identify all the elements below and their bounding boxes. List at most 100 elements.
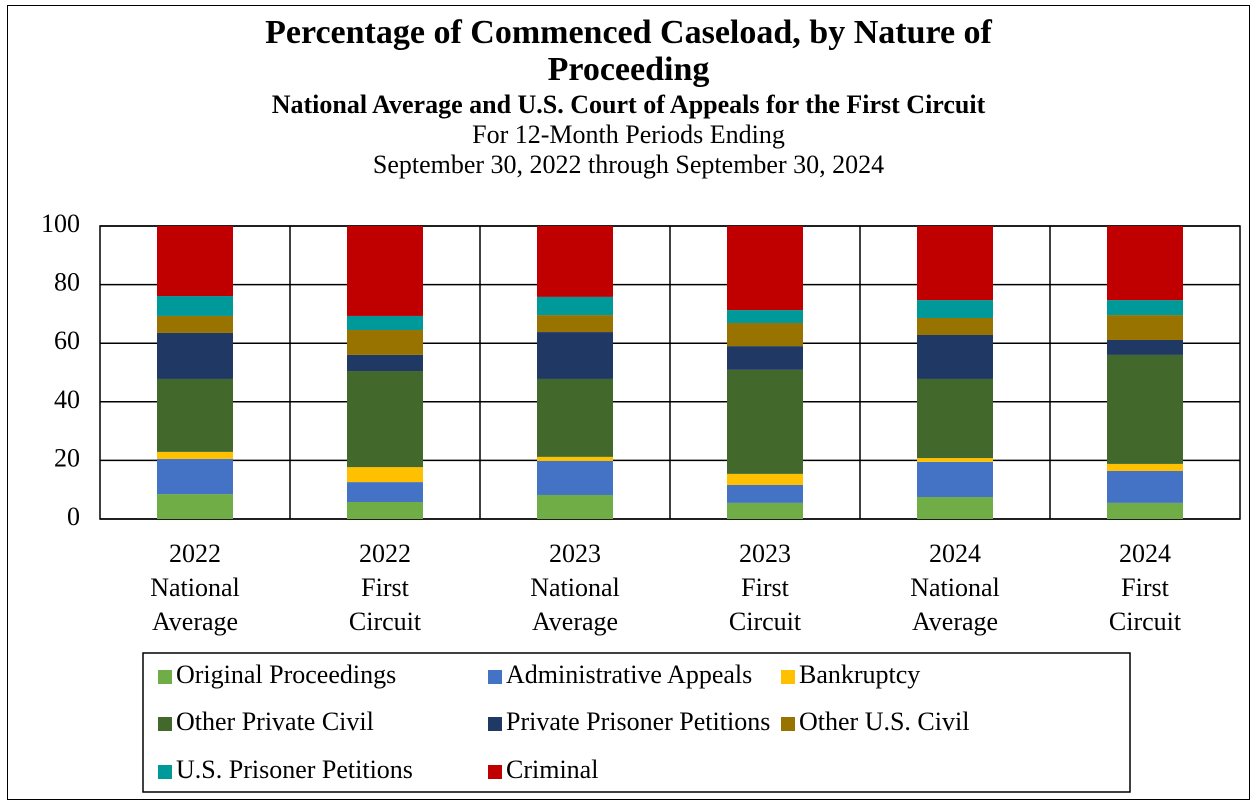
bar-segment xyxy=(727,473,803,486)
legend-label: Other U.S. Civil xyxy=(799,707,969,736)
x-tick-line: 2022 xyxy=(169,539,221,568)
legend-label: Private Prisoner Petitions xyxy=(506,707,770,736)
y-tick-label: 20 xyxy=(54,443,80,472)
legend-swatch xyxy=(781,717,795,731)
bar-segment xyxy=(347,226,423,316)
x-tick-label: 2022 National Average xyxy=(150,539,240,636)
legend-swatch xyxy=(488,670,502,684)
x-tick-line: 2023 xyxy=(549,539,601,568)
bar-segment xyxy=(157,296,233,316)
bar-segment xyxy=(917,300,993,319)
legend-label: Original Proceedings xyxy=(176,660,396,689)
x-tick-line: National xyxy=(530,573,620,602)
chart-title: Percentage of Commenced Caseload, by Nat… xyxy=(265,14,992,88)
bar-segment xyxy=(727,369,803,474)
bar-segment xyxy=(157,458,233,495)
bar-segment xyxy=(347,467,423,483)
bar-segment xyxy=(157,494,233,519)
bar-segment xyxy=(347,502,423,519)
bar-segment xyxy=(727,322,803,347)
bar-segment xyxy=(917,226,993,301)
legend-label: Criminal xyxy=(506,755,598,784)
bar-segment xyxy=(1107,354,1183,464)
bar-segment xyxy=(917,497,993,519)
x-tick-label: 2023 First Circuit xyxy=(729,539,802,636)
legend-swatch xyxy=(158,670,172,684)
bar-segment xyxy=(1107,463,1183,471)
chart-subtitle: National Average and U.S. Court of Appea… xyxy=(271,90,986,119)
bar-segment xyxy=(1107,339,1183,355)
legend-label: Bankruptcy xyxy=(799,660,920,689)
x-tick-line: 2022 xyxy=(359,539,411,568)
bar-segment xyxy=(917,461,993,498)
bar-segment xyxy=(537,494,613,519)
y-tick-label: 0 xyxy=(67,502,80,531)
bar-segment xyxy=(1107,315,1183,340)
legend-swatch xyxy=(158,765,172,779)
bar-segment xyxy=(157,315,233,333)
bar-segment xyxy=(727,346,803,370)
bar-segment xyxy=(157,332,233,379)
y-tick-label: 60 xyxy=(54,326,80,355)
x-tick-line: Circuit xyxy=(349,607,422,636)
bar-segment xyxy=(727,502,803,519)
bar-segment xyxy=(537,296,613,316)
period-line: For 12-Month Periods Ending xyxy=(472,120,785,149)
x-tick-line: First xyxy=(1121,573,1169,602)
x-tick-line: National xyxy=(150,573,240,602)
bar-segment xyxy=(157,226,233,297)
bar-segment xyxy=(917,318,993,335)
x-tick-label: 2023 National Average xyxy=(530,539,620,636)
x-tick-line: Average xyxy=(532,607,618,636)
x-tick-label: 2022 First Circuit xyxy=(349,539,422,636)
bar-segment xyxy=(347,371,423,468)
x-tick-line: Circuit xyxy=(729,607,802,636)
x-tick-line: First xyxy=(361,573,409,602)
y-tick-label: 80 xyxy=(54,268,80,297)
bar-segment xyxy=(157,451,233,459)
x-tick-label: 2024 First Circuit xyxy=(1109,539,1182,636)
x-tick-label: 2024 National Average xyxy=(910,539,1000,636)
bar-segment xyxy=(537,226,613,297)
x-tick-line: First xyxy=(741,573,789,602)
titles: Percentage of Commenced Caseload, by Nat… xyxy=(0,14,1257,180)
period-line: September 30, 2022 through September 30,… xyxy=(372,150,885,179)
bar-segment xyxy=(917,378,993,459)
chart-frame xyxy=(7,5,1250,800)
bar-segment xyxy=(1107,470,1183,503)
bar-segment xyxy=(537,332,613,379)
bar-segment xyxy=(347,330,423,355)
bar-segment xyxy=(727,485,803,503)
bar-segment xyxy=(727,226,803,311)
bar-segment xyxy=(1107,226,1183,301)
bar-segment xyxy=(347,354,423,372)
y-tick-label: 40 xyxy=(54,385,80,414)
x-tick-line: Average xyxy=(152,607,238,636)
bar-segment xyxy=(347,315,423,331)
bar-segment xyxy=(537,456,613,461)
bar-segment xyxy=(917,458,993,462)
y-tick-label: 100 xyxy=(41,209,80,238)
bar-segment xyxy=(537,315,613,333)
bar-segment xyxy=(1107,300,1183,316)
x-tick-line: National xyxy=(910,573,1000,602)
legend-swatch xyxy=(158,717,172,731)
bar-segment xyxy=(347,482,423,503)
x-tick-line: 2023 xyxy=(739,539,791,568)
x-tick-line: Average xyxy=(912,607,998,636)
legend-swatch xyxy=(488,765,502,779)
bar-segment xyxy=(537,460,613,495)
bar-segment xyxy=(1107,502,1183,519)
bar-segment xyxy=(727,310,803,323)
bar-segment xyxy=(917,334,993,379)
x-tick-line: Circuit xyxy=(1109,607,1182,636)
legend-box xyxy=(142,652,1131,793)
legend-swatch xyxy=(488,717,502,731)
bar-segment xyxy=(537,378,613,457)
x-tick-line: 2024 xyxy=(929,539,981,568)
legend-label: Administrative Appeals xyxy=(506,660,752,689)
legend-swatch xyxy=(781,670,795,684)
bar-segment xyxy=(157,378,233,452)
legend-label: Other Private Civil xyxy=(176,707,374,736)
